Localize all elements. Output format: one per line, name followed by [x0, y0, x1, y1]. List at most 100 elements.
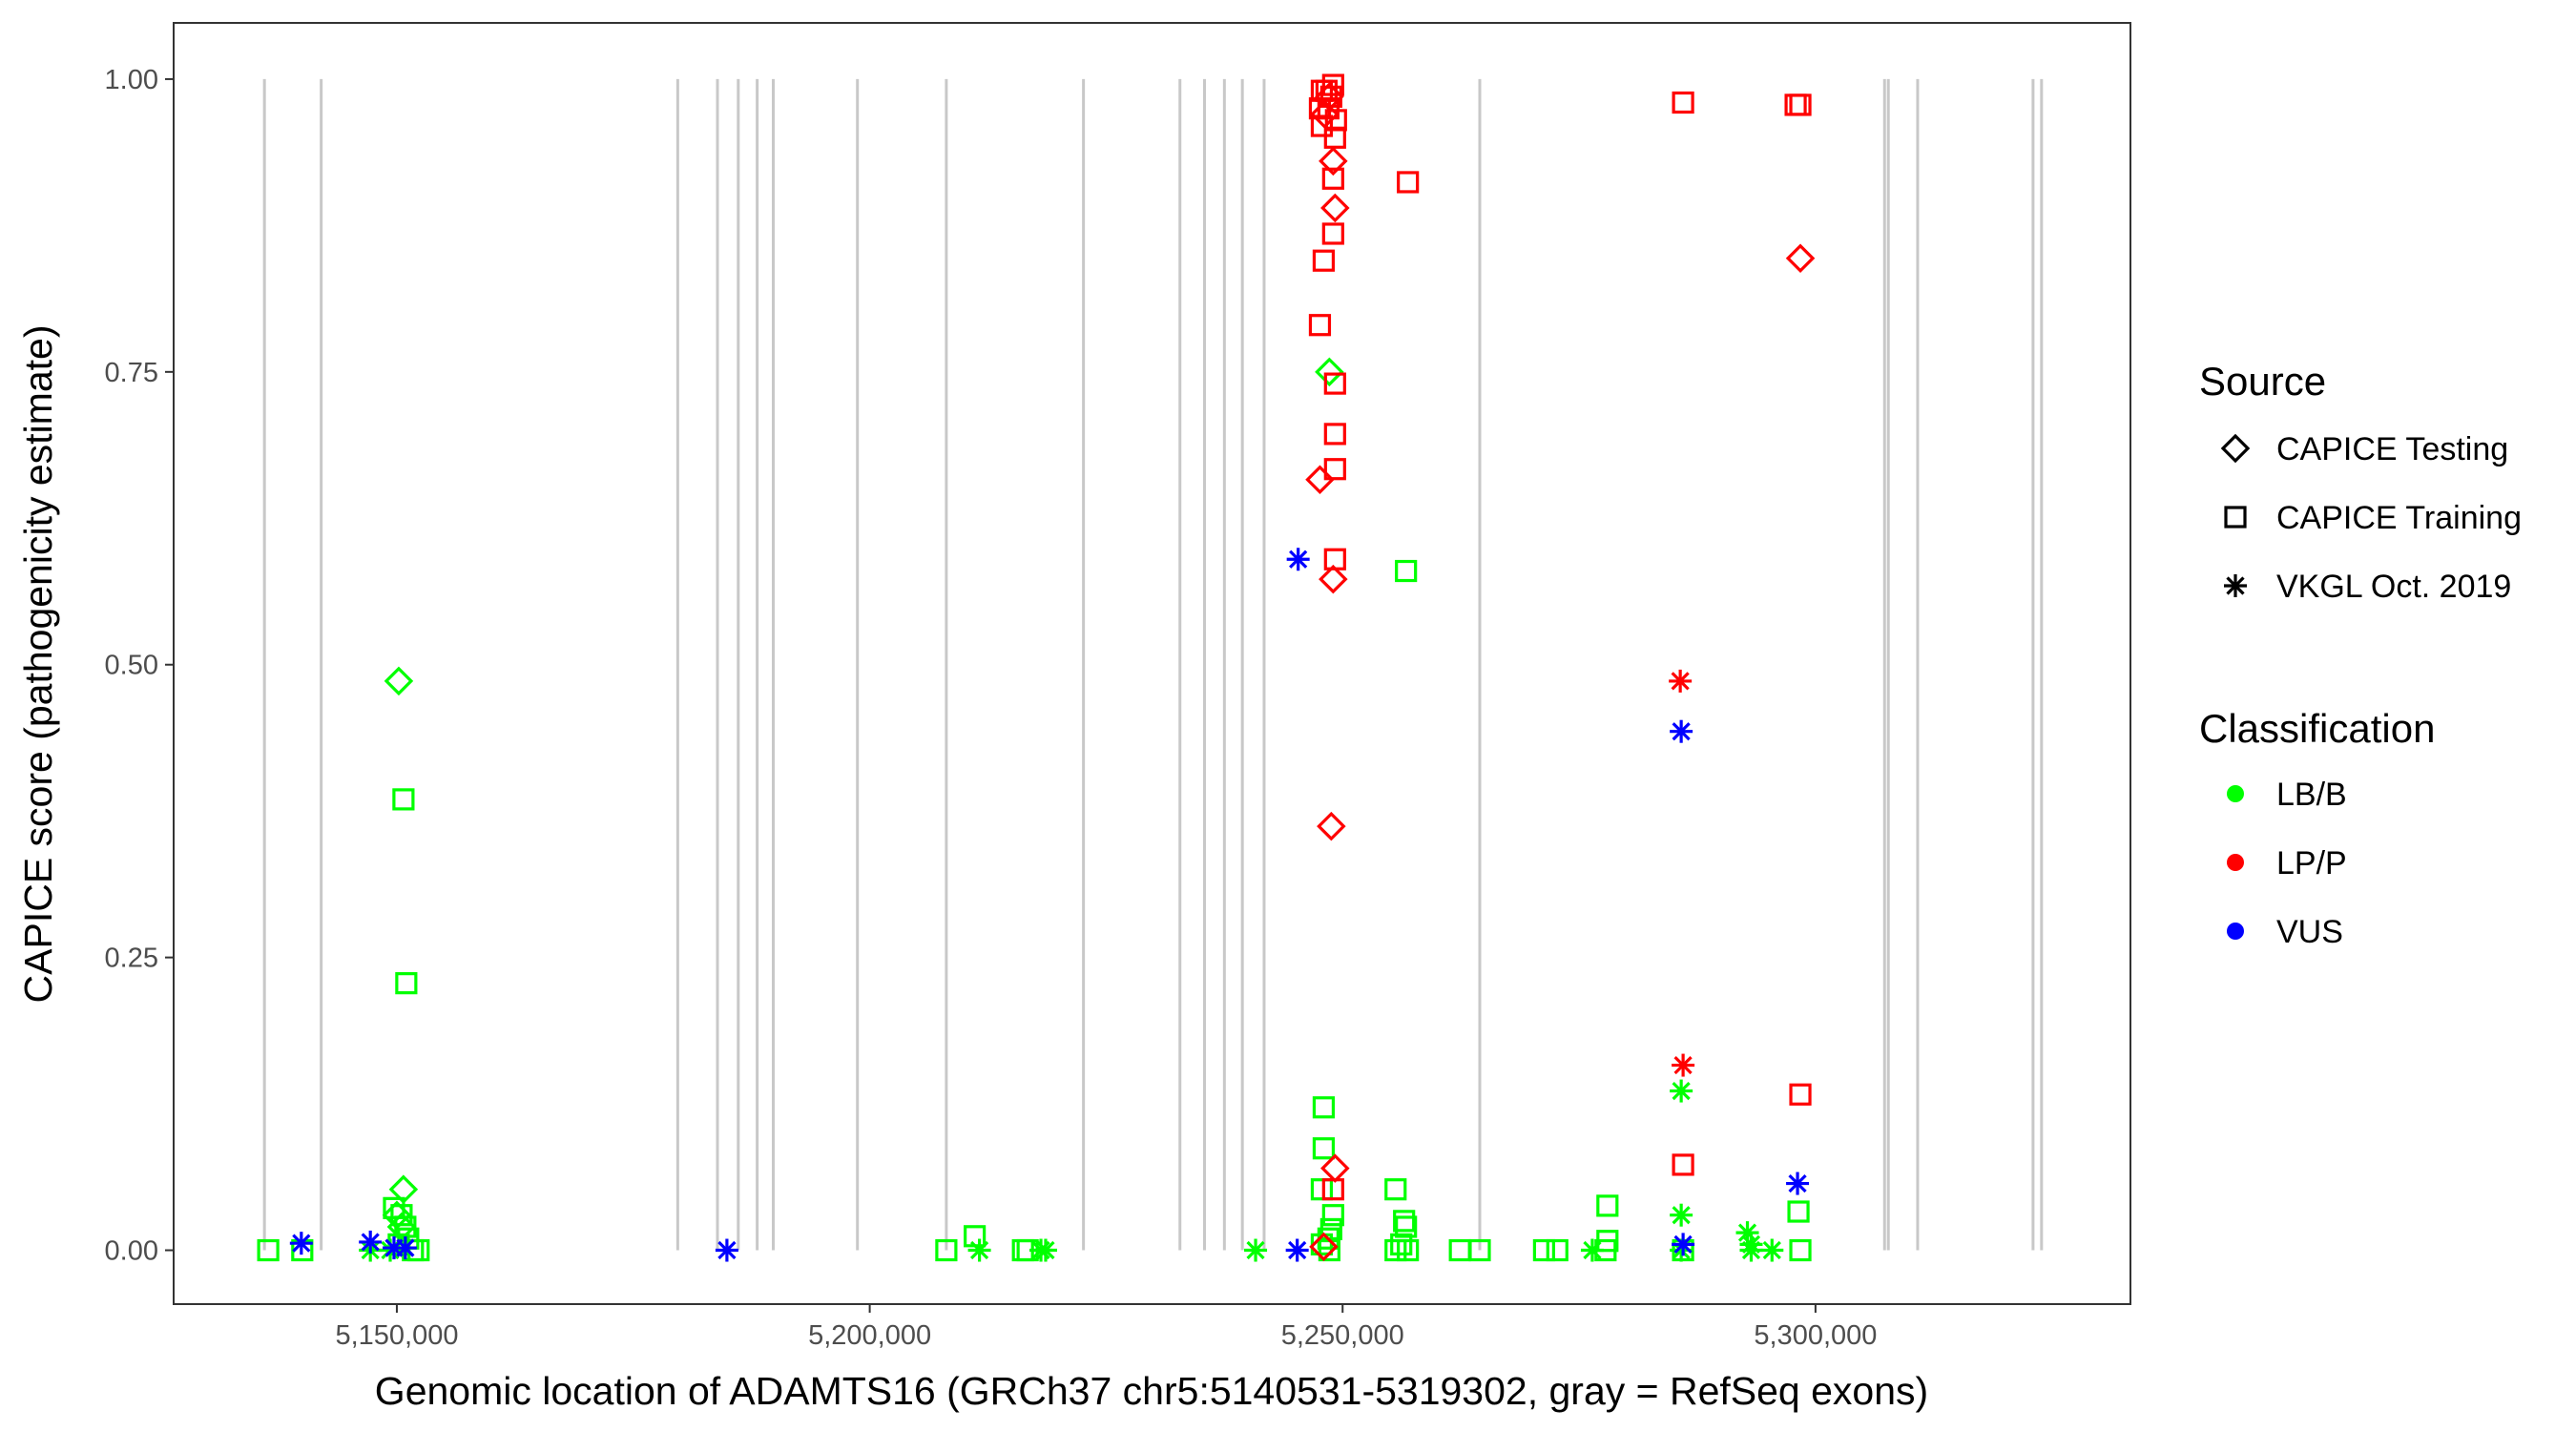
asterisk-stroke	[717, 1240, 737, 1260]
asterisk-stroke	[1741, 1240, 1761, 1260]
data-point	[289, 1232, 313, 1255]
legend-key-vkgl	[2224, 574, 2247, 597]
data-point	[1033, 1238, 1057, 1262]
data-point	[1395, 559, 1418, 583]
square-marker	[1672, 1153, 1694, 1176]
data-point	[1596, 1194, 1619, 1217]
square-marker	[1323, 423, 1346, 446]
data-point	[1321, 73, 1344, 96]
square-marker	[395, 972, 418, 995]
data-point	[715, 1238, 738, 1262]
square-marker	[1397, 171, 1420, 194]
x-tick-label: 5,150,000	[335, 1320, 458, 1351]
data-point	[1789, 1083, 1812, 1106]
data-point	[1321, 167, 1344, 190]
diamond-marker	[382, 1200, 412, 1230]
data-point	[1321, 222, 1344, 245]
data-point	[1785, 243, 1816, 274]
square-marker	[1323, 372, 1346, 395]
diamond-marker	[388, 1174, 419, 1204]
data-point	[1672, 1053, 1695, 1077]
legend-key-LB-B	[2227, 785, 2244, 802]
data-point	[1672, 91, 1694, 114]
data-point	[1315, 357, 1344, 387]
asterisk-stroke	[1289, 550, 1308, 569]
asterisk-stroke	[396, 1238, 415, 1257]
data-point	[1321, 1204, 1344, 1227]
diamond-marker	[1320, 193, 1350, 223]
asterisk-stroke	[969, 1240, 989, 1260]
data-point	[1384, 1178, 1407, 1201]
diamond-marker	[1785, 243, 1816, 274]
data-point	[388, 1174, 419, 1204]
square-marker	[1310, 1178, 1334, 1201]
data-point	[1390, 1233, 1413, 1255]
square-marker	[1789, 1083, 1812, 1106]
data-point	[384, 666, 414, 696]
y-axis-ticks: 0.00 0.25 0.50 0.75 1.00	[105, 65, 174, 1267]
data-point	[1580, 1238, 1604, 1262]
plot-panel-border	[173, 22, 2131, 1305]
data-point	[1670, 1203, 1693, 1227]
data-point	[1546, 1238, 1568, 1262]
diamond-marker	[1309, 1232, 1339, 1262]
legend: Source Classification CAPICE Testing CAPI…	[2199, 359, 2522, 950]
square-marker	[1384, 1238, 1407, 1262]
data-point	[1309, 1232, 1339, 1262]
data-point	[1323, 423, 1346, 446]
data-point	[1323, 372, 1346, 395]
data-point	[1317, 811, 1346, 841]
data-point	[1532, 1238, 1555, 1262]
asterisk-stroke	[1583, 1240, 1602, 1260]
asterisk-stroke	[1673, 1234, 1693, 1255]
data-point	[1672, 1233, 1695, 1256]
data-point	[1312, 1137, 1336, 1160]
x-axis-ticks: 5,150,000 5,200,000 5,250,000 5,300,000	[335, 1304, 1877, 1351]
legend-classification-title: Classification	[2199, 706, 2435, 751]
legend-label-VUS: VUS	[2276, 914, 2343, 950]
square-marker	[1312, 1096, 1336, 1119]
square-marker	[1789, 1238, 1812, 1262]
asterisk-stroke	[1246, 1240, 1265, 1260]
square-marker	[1596, 1194, 1619, 1217]
asterisk-stroke	[1036, 1240, 1055, 1260]
data-point	[1312, 249, 1336, 272]
y-axis-title: CAPICE score (pathogenicity estimate)	[16, 325, 60, 1004]
diamond-marker	[1305, 465, 1335, 495]
data-point	[1310, 1178, 1334, 1201]
data-points	[257, 73, 1816, 1262]
asterisk-stroke	[1788, 1173, 1807, 1193]
data-point	[386, 1212, 417, 1242]
data-point	[1789, 1238, 1812, 1262]
diamond-marker	[1320, 1153, 1350, 1183]
asterisk-stroke	[1671, 672, 1690, 691]
square-marker	[1323, 126, 1346, 149]
square-marker	[1672, 91, 1694, 114]
data-point	[1285, 1238, 1309, 1262]
square-marker	[1390, 1233, 1413, 1255]
data-point	[1786, 1172, 1810, 1195]
y-tick-label: 0.25	[105, 944, 158, 974]
asterisk-stroke	[361, 1233, 380, 1252]
square-marker	[1321, 222, 1344, 245]
x-tick-label: 5,250,000	[1281, 1320, 1404, 1351]
diamond-marker	[1319, 564, 1348, 594]
legend-key-training	[2224, 506, 2247, 529]
square-marker	[1393, 1210, 1416, 1233]
legend-key-testing	[2220, 433, 2251, 464]
asterisk-stroke	[2226, 576, 2245, 595]
data-point	[1323, 126, 1346, 149]
square-marker	[1308, 314, 1332, 337]
square-marker	[257, 1238, 280, 1262]
data-point	[967, 1238, 991, 1262]
data-point	[1789, 93, 1812, 116]
square-marker	[1323, 458, 1346, 481]
data-point	[395, 972, 418, 995]
square-marker	[1312, 249, 1336, 272]
data-point	[1397, 1238, 1420, 1262]
legend-source-title: Source	[2199, 359, 2326, 404]
square-marker	[1789, 93, 1812, 116]
data-point	[1670, 719, 1693, 743]
diamond-marker	[2220, 433, 2251, 464]
